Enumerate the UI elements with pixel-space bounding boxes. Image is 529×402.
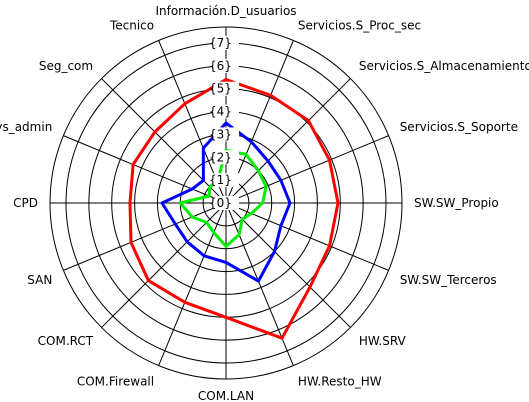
tick-label-bg — [213, 58, 239, 73]
tick-label: {6} — [209, 59, 232, 73]
tick-label: {0} — [209, 196, 232, 210]
axis-labels: Información.D_usuariosServicios.S_Proc_s… — [0, 4, 529, 402]
spoke-11 — [101, 202, 227, 328]
axis-label: Servicios.S_Proc_sec — [298, 18, 421, 32]
spoke-6 — [225, 202, 389, 271]
series-1-line — [128, 78, 340, 340]
axis-label: COM.Firewall — [77, 375, 154, 389]
axis-label: COM.RCT — [38, 334, 94, 348]
spoke-7 — [225, 202, 351, 328]
series-2-line — [160, 121, 292, 283]
axis-label: HW.Resto_HW — [298, 375, 382, 389]
axis-label: SW.SW_Terceros — [400, 273, 497, 287]
spoke-12 — [63, 202, 227, 271]
axis-label: SAN — [27, 273, 52, 287]
series-3-line — [178, 148, 268, 248]
tick-label: {2} — [209, 150, 232, 164]
axis-label: Sys_admin — [0, 120, 52, 134]
axis-label: Servicios.S_Almacenamiento — [359, 59, 529, 73]
axis-label: CPD — [13, 196, 38, 210]
tick-label: {3} — [209, 127, 232, 141]
axis-label: HW.SRV — [359, 334, 407, 348]
tick-label-bg — [213, 196, 239, 210]
axis-label: SW.SW_Propio — [414, 196, 499, 210]
axis-label: Servicios.S_Soporte — [400, 120, 518, 134]
tick-labels: {0} {1} {2} {3} {4} {5} {6} {7} — [209, 36, 239, 210]
tick-label-bg — [213, 173, 239, 188]
spoke-15 — [101, 78, 227, 204]
tick-label: {4} — [209, 105, 232, 119]
tick-label: {7} — [209, 36, 232, 50]
tick-label-bg — [213, 104, 239, 119]
axis-label: COM.LAN — [198, 389, 254, 402]
spoke-10 — [158, 202, 227, 366]
tick-label-bg — [213, 81, 239, 96]
spoke-14 — [63, 135, 227, 204]
tick-label: {5} — [209, 82, 232, 96]
spoke-3 — [225, 78, 351, 204]
spoke-8 — [225, 202, 294, 366]
axis-label: Seg_com — [39, 59, 93, 73]
tick-label-bg — [213, 150, 239, 165]
spoke-4 — [225, 135, 389, 204]
series-layer — [128, 78, 340, 340]
axis-label: Información.D_usuarios — [155, 4, 296, 18]
tick-label-bg — [213, 127, 239, 142]
axis-label: Tecnico — [109, 18, 154, 32]
tick-label-bg — [213, 36, 239, 50]
tick-label: {1} — [209, 173, 232, 187]
